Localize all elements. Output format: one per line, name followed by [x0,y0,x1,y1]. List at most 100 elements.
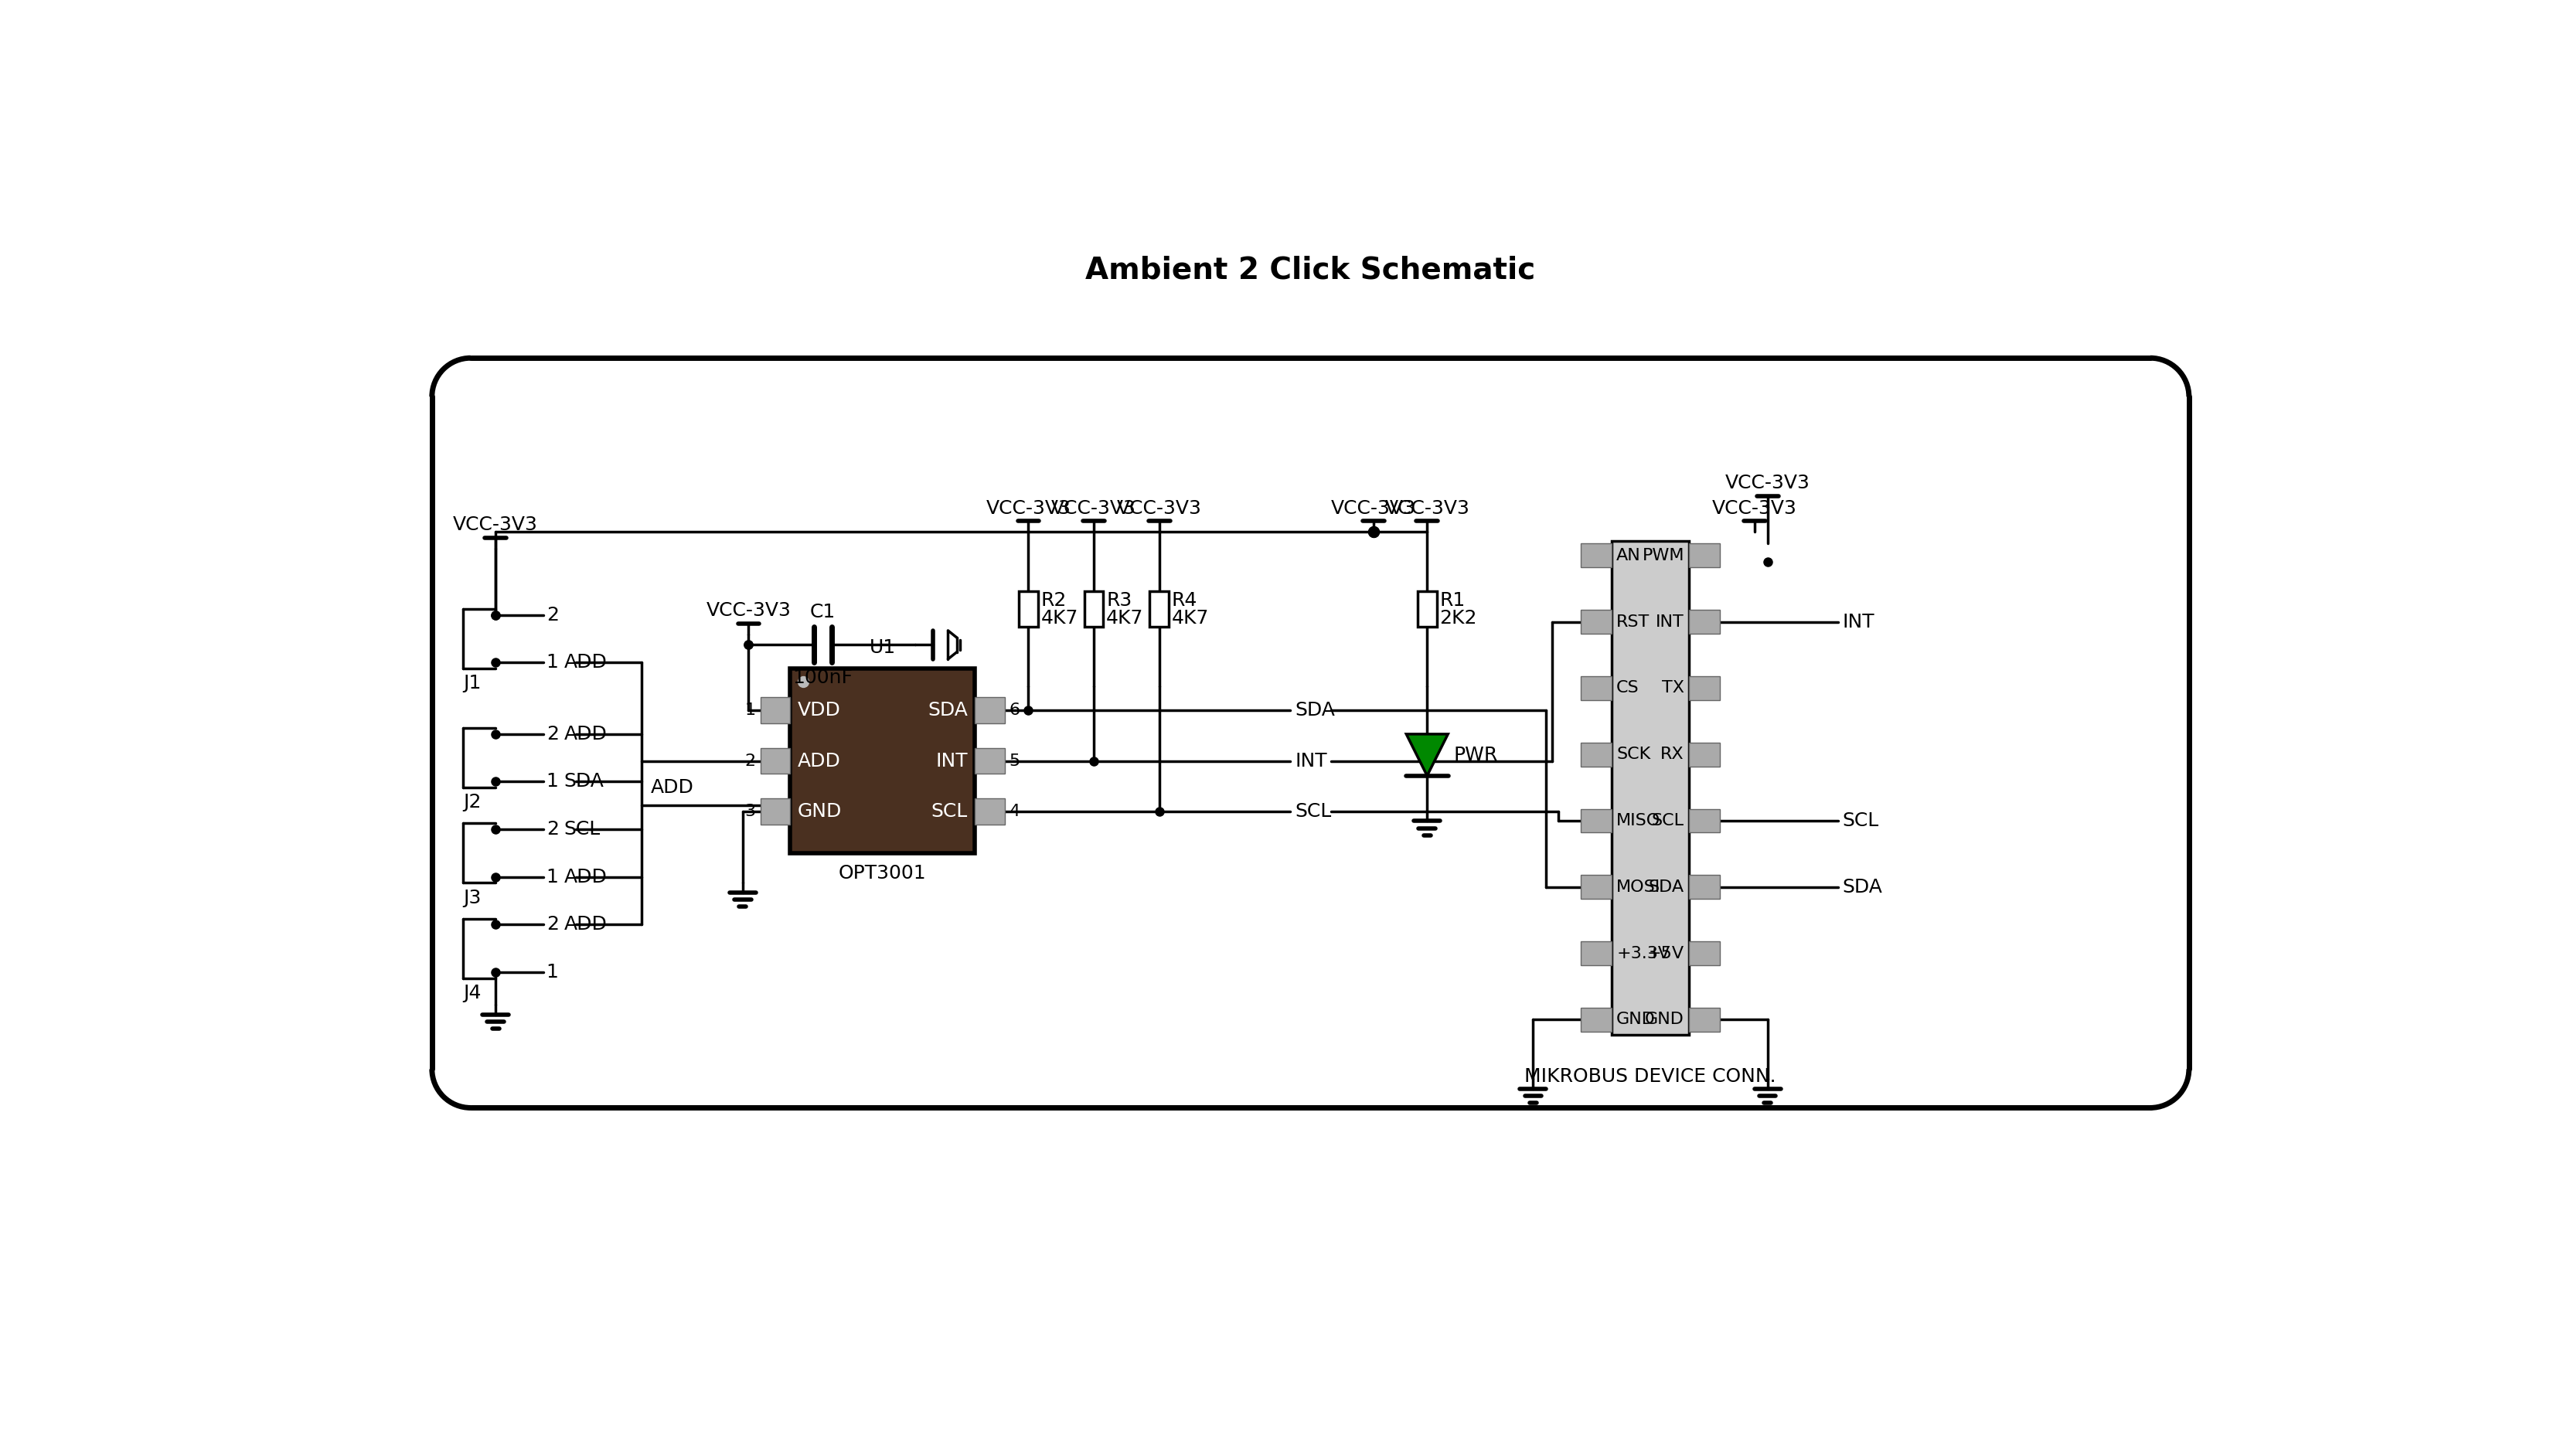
Text: VCC-3V3: VCC-3V3 [453,515,537,534]
Text: 4K7: 4K7 [1041,609,1079,628]
Bar [1690,676,1721,700]
Text: ADD: ADD [565,725,606,744]
Text: VCC-3V3: VCC-3V3 [1726,475,1810,492]
Text: SCL: SCL [565,820,601,839]
Bar [1580,875,1611,898]
Text: SDA: SDA [565,773,603,791]
Text: ADD: ADD [798,751,841,770]
Text: SCL: SCL [1294,802,1332,821]
Text: +5V: +5V [1647,946,1685,961]
Text: ADD: ADD [565,916,606,933]
Bar [759,748,790,775]
Text: RST: RST [1616,614,1649,629]
Text: SDA: SDA [928,700,967,719]
Bar [759,697,790,724]
Text: CS: CS [1616,680,1639,696]
Bar [1690,875,1721,898]
Text: INT: INT [1294,751,1327,770]
Polygon shape [1406,734,1447,776]
Text: 1: 1 [547,962,557,981]
Text: 2: 2 [744,753,757,769]
Bar [1018,591,1038,628]
Text: AN: AN [1616,547,1642,563]
Text: 2: 2 [547,725,557,744]
Text: INT: INT [1657,614,1685,629]
Bar [974,748,1005,775]
Text: SCK: SCK [1616,747,1652,763]
Bar [1580,610,1611,633]
Text: 1: 1 [547,773,557,791]
Text: TX: TX [1662,680,1685,696]
Text: Ambient 2 Click Schematic: Ambient 2 Click Schematic [1084,255,1537,284]
Text: 2K2: 2K2 [1440,609,1478,628]
Text: 1: 1 [547,868,557,887]
Text: 2: 2 [547,916,557,933]
Text: R2: R2 [1041,591,1066,610]
Text: 2: 2 [547,820,557,839]
Bar [974,697,1005,724]
Text: SCL: SCL [1652,812,1685,828]
Bar [1580,743,1611,766]
Bar [1151,591,1169,628]
Text: ADD: ADD [565,868,606,887]
Text: +3.3V: +3.3V [1616,946,1670,961]
Text: VCC-3V3: VCC-3V3 [1117,499,1202,517]
Text: J2: J2 [463,794,481,812]
Text: 2: 2 [547,606,557,625]
Text: MIKROBUS DEVICE CONN.: MIKROBUS DEVICE CONN. [1524,1067,1777,1086]
Bar [1690,942,1721,965]
Text: 1: 1 [547,654,557,673]
Text: INT: INT [1844,613,1874,630]
Text: PWR: PWR [1455,745,1498,764]
Text: GND: GND [1644,1012,1685,1028]
Text: U1: U1 [869,638,895,657]
Bar [1580,676,1611,700]
Text: 3: 3 [744,804,757,820]
Text: C1: C1 [811,603,836,622]
Text: R1: R1 [1440,591,1465,610]
Text: VDD: VDD [798,700,841,719]
Bar [1690,810,1721,833]
Bar [1690,743,1721,766]
Text: ADD: ADD [565,654,606,673]
Bar [1611,540,1690,1035]
Text: INT: INT [936,751,967,770]
Text: MOSI: MOSI [1616,879,1659,895]
Text: 4K7: 4K7 [1107,609,1143,628]
Text: 1: 1 [744,703,757,718]
Bar [1690,543,1721,568]
Text: SDA: SDA [1649,879,1685,895]
Bar [759,798,790,824]
Text: GND: GND [1616,1012,1657,1028]
Text: VCC-3V3: VCC-3V3 [706,601,790,620]
Text: R4: R4 [1171,591,1197,610]
Text: OPT3001: OPT3001 [839,863,926,882]
Text: VCC-3V3: VCC-3V3 [1386,499,1470,517]
Text: 5: 5 [1010,753,1020,769]
Text: RX: RX [1659,747,1685,763]
Bar [1580,810,1611,833]
Text: J1: J1 [463,674,481,693]
Bar [1690,1008,1721,1032]
Text: PWM: PWM [1642,547,1685,563]
Text: 100nF: 100nF [793,668,854,687]
Text: VCC-3V3: VCC-3V3 [1713,499,1798,517]
Text: 4: 4 [1010,804,1020,820]
Text: VCC-3V3: VCC-3V3 [1051,499,1135,517]
Bar [1417,591,1437,628]
Bar [1690,610,1721,633]
Text: SDA: SDA [1844,878,1882,897]
Bar [1580,543,1611,568]
Bar [974,798,1005,824]
Bar [1580,942,1611,965]
Text: J4: J4 [463,984,481,1002]
Bar [1084,591,1102,628]
Text: ADD: ADD [649,778,693,796]
Text: 6: 6 [1010,703,1020,718]
Text: SCL: SCL [1844,811,1879,830]
Text: SCL: SCL [931,802,967,821]
Text: SDA: SDA [1294,700,1335,719]
Bar [790,668,974,853]
Text: MISO: MISO [1616,812,1659,828]
Text: J3: J3 [463,888,481,907]
